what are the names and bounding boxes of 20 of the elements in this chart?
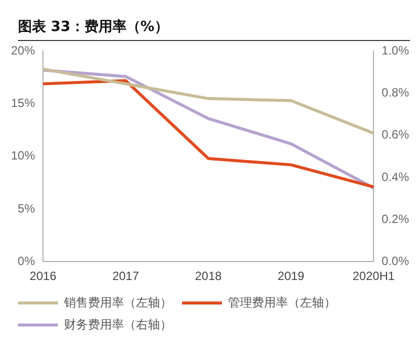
y2-tick-label: 1.0% xyxy=(382,44,410,58)
y-tick-label: 15% xyxy=(10,96,36,110)
y-tick-label: 5% xyxy=(18,201,36,216)
y-tick-label: 0% xyxy=(18,254,36,268)
legend-label: 管理费用率（左轴） xyxy=(228,295,336,310)
x-tick-label: 2016 xyxy=(30,269,57,284)
legend-label: 销售费用率（左轴） xyxy=(63,295,172,310)
chart-title: 图表 33：费用率（%） xyxy=(18,18,410,41)
x-tick-label: 2017 xyxy=(112,269,140,284)
y2-tick-label: 0.4% xyxy=(382,170,410,184)
y-tick-label: 20% xyxy=(10,44,36,58)
y2-tick-label: 0.0% xyxy=(382,254,410,268)
y2-tick-label: 0.6% xyxy=(382,128,410,142)
x-tick-label: 2018 xyxy=(194,269,222,284)
y2-tick-label: 0.8% xyxy=(382,86,410,100)
x-tick-label: 2019 xyxy=(278,269,305,284)
y-tick-label: 10% xyxy=(10,148,36,163)
y2-tick-label: 0.2% xyxy=(382,212,410,226)
x-tick-label: 2020H1 xyxy=(352,269,395,284)
legend-label: 财务费用率（右轴） xyxy=(64,317,172,332)
